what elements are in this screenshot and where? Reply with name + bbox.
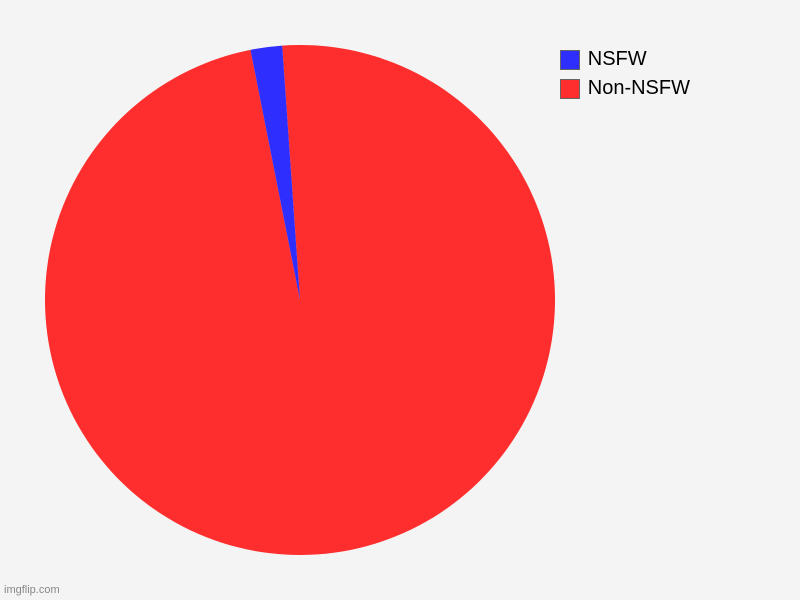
legend-item-1: Non-NSFW — [560, 77, 690, 100]
legend-swatch — [560, 79, 580, 99]
pie-svg — [40, 40, 560, 560]
pie-chart — [40, 40, 560, 565]
legend-swatch — [560, 50, 580, 70]
pie-slice-0 — [45, 45, 555, 555]
legend: NSFW Non-NSFW — [560, 48, 690, 106]
legend-item-0: NSFW — [560, 48, 690, 71]
legend-label: NSFW — [588, 48, 647, 71]
watermark: imgflip.com — [4, 584, 60, 596]
legend-label: Non-NSFW — [588, 77, 690, 100]
